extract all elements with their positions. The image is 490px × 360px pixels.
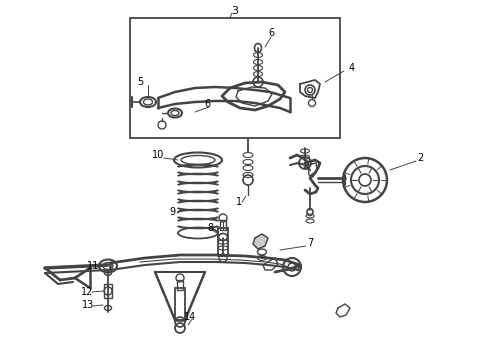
- Bar: [218, 228, 228, 256]
- Text: 8: 8: [207, 223, 213, 233]
- Text: 6: 6: [204, 99, 210, 109]
- Text: 13: 13: [82, 300, 94, 310]
- Polygon shape: [253, 234, 268, 249]
- Text: 2: 2: [417, 153, 423, 163]
- Text: 14: 14: [184, 312, 196, 322]
- Bar: [177, 280, 183, 290]
- Text: 6: 6: [268, 28, 274, 38]
- Text: 10: 10: [152, 150, 164, 160]
- Bar: [104, 284, 112, 298]
- Bar: [130, 18, 340, 138]
- Text: 1: 1: [236, 197, 242, 207]
- Text: 9: 9: [169, 207, 175, 217]
- Text: 3: 3: [231, 6, 239, 16]
- Text: 7: 7: [307, 238, 313, 248]
- Text: 12: 12: [81, 287, 93, 297]
- Text: 11: 11: [87, 261, 99, 271]
- Text: 4: 4: [349, 63, 355, 73]
- Bar: [220, 220, 226, 230]
- Bar: [175, 288, 185, 320]
- Text: 5: 5: [137, 77, 143, 87]
